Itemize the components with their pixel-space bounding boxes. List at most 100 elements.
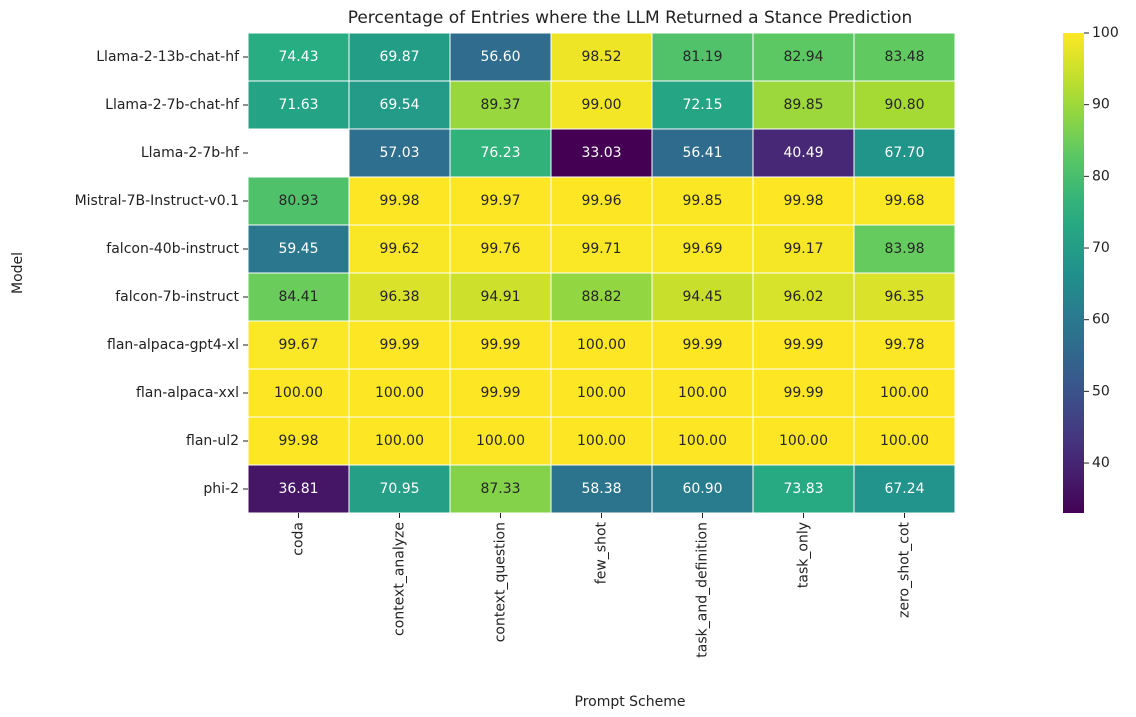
cell-label: 100.00 <box>577 337 626 353</box>
cell-label: 99.99 <box>783 385 823 401</box>
heatmap-cell <box>449 32 552 82</box>
cell-label: 99.62 <box>379 241 419 257</box>
y-tick-label: flan-ul2 <box>186 433 239 449</box>
heatmap-cell <box>752 32 855 82</box>
cell-label: 100.00 <box>274 385 323 401</box>
cell-label: 56.60 <box>480 49 520 65</box>
cell-label: 99.98 <box>278 433 318 449</box>
cell-label: 98.52 <box>581 49 621 65</box>
cell-label: 99.99 <box>480 337 520 353</box>
heatmap-cell <box>752 272 855 322</box>
heatmap-cell <box>550 32 653 82</box>
cell-label: 70.95 <box>379 481 419 497</box>
x-tick-label: task_only <box>796 522 812 588</box>
cell-label: 83.48 <box>884 49 924 65</box>
heatmap-cell <box>348 464 451 514</box>
y-tick-label: falcon-40b-instruct <box>106 241 239 257</box>
y-tick-label: Llama-2-7b-chat-hf <box>105 97 240 113</box>
cell-label: 100.00 <box>577 433 626 449</box>
cell-label: 99.76 <box>480 241 520 257</box>
cell-label: 87.33 <box>480 481 520 497</box>
cell-label: 100.00 <box>779 433 828 449</box>
heatmap-cell <box>853 464 956 514</box>
x-tick-label: task_and_definition <box>695 522 711 658</box>
cell-label: 80.93 <box>278 193 318 209</box>
y-tick-label: phi-2 <box>203 481 239 497</box>
y-tick-label: Llama-2-13b-chat-hf <box>96 49 240 65</box>
cell-label: 36.81 <box>278 481 318 497</box>
colorbar-tick-label: 80 <box>1092 168 1110 184</box>
cell-label: 33.03 <box>581 145 621 161</box>
heatmap-cell <box>449 272 552 322</box>
cell-label: 100.00 <box>880 385 929 401</box>
heatmap-cell <box>348 176 451 226</box>
cell-label: 100.00 <box>476 433 525 449</box>
cell-label: 99.98 <box>783 193 823 209</box>
cell-label: 99.96 <box>581 193 621 209</box>
cell-label: 99.69 <box>682 241 722 257</box>
cell-label: 57.03 <box>379 145 419 161</box>
heatmap-cell <box>651 272 754 322</box>
heatmap-cell <box>550 272 653 322</box>
y-tick-label: flan-alpaca-gpt4-xl <box>107 337 239 353</box>
cell-label: 99.85 <box>682 193 722 209</box>
heatmap-cell <box>752 320 855 370</box>
cell-label: 99.78 <box>884 337 924 353</box>
heatmap-cell <box>550 416 653 466</box>
cell-label: 74.43 <box>278 49 318 65</box>
cell-label: 99.67 <box>278 337 318 353</box>
cell-label: 99.99 <box>783 337 823 353</box>
cell-label: 69.54 <box>379 97 419 113</box>
x-tick-label: few_shot <box>594 521 610 584</box>
cell-label: 96.38 <box>379 289 419 305</box>
x-axis-label: Prompt Scheme <box>575 694 686 710</box>
heatmap-cell <box>449 176 552 226</box>
heatmap-cell <box>651 176 754 226</box>
heatmap-cell <box>247 176 350 226</box>
cell-label: 69.87 <box>379 49 419 65</box>
heatmap-cell <box>752 128 855 178</box>
colorbar-tick-label: 90 <box>1092 97 1110 113</box>
heatmap-cell <box>550 224 653 274</box>
y-tick-label: Mistral-7B-Instruct-v0.1 <box>75 193 239 209</box>
cell-label: 100.00 <box>375 433 424 449</box>
cell-label: 89.37 <box>480 97 520 113</box>
heatmap-cell <box>651 128 754 178</box>
colorbar-tick-label: 50 <box>1092 383 1110 399</box>
cell-label: 99.00 <box>581 97 621 113</box>
heatmap-cell <box>651 320 754 370</box>
cell-label: 59.45 <box>278 241 318 257</box>
cell-label: 83.98 <box>884 241 924 257</box>
cell-label: 99.68 <box>884 193 924 209</box>
x-tick-label: coda <box>291 522 307 556</box>
cell-label: 99.71 <box>581 241 621 257</box>
heatmap-cell <box>752 464 855 514</box>
cell-label: 88.82 <box>581 289 621 305</box>
heatmap-cell <box>853 128 956 178</box>
colorbar-tick-label: 100 <box>1092 25 1119 41</box>
heatmap-cell <box>550 320 653 370</box>
heatmap-cell <box>853 368 956 418</box>
cell-label: 90.80 <box>884 97 924 113</box>
heatmap-cell <box>247 416 350 466</box>
heatmap-cell <box>348 224 451 274</box>
cell-label: 100.00 <box>880 433 929 449</box>
heatmap-cell <box>853 80 956 130</box>
cell-label: 73.83 <box>783 481 823 497</box>
cell-label: 56.41 <box>682 145 722 161</box>
heatmap-cell <box>449 80 552 130</box>
heatmap-cell <box>247 32 350 82</box>
cell-label: 96.35 <box>884 289 924 305</box>
cell-label: 58.38 <box>581 481 621 497</box>
cell-label: 99.99 <box>379 337 419 353</box>
y-tick-label: flan-alpaca-xxl <box>136 385 239 401</box>
cell-label: 100.00 <box>375 385 424 401</box>
colorbar-tick-label: 70 <box>1092 240 1110 256</box>
cell-label: 60.90 <box>682 481 722 497</box>
heatmap-cell <box>651 464 754 514</box>
cell-label: 94.91 <box>480 289 520 305</box>
cell-label: 99.17 <box>783 241 823 257</box>
heatmap-cell <box>449 128 552 178</box>
heatmap-cell <box>853 176 956 226</box>
cell-label: 76.23 <box>480 145 520 161</box>
